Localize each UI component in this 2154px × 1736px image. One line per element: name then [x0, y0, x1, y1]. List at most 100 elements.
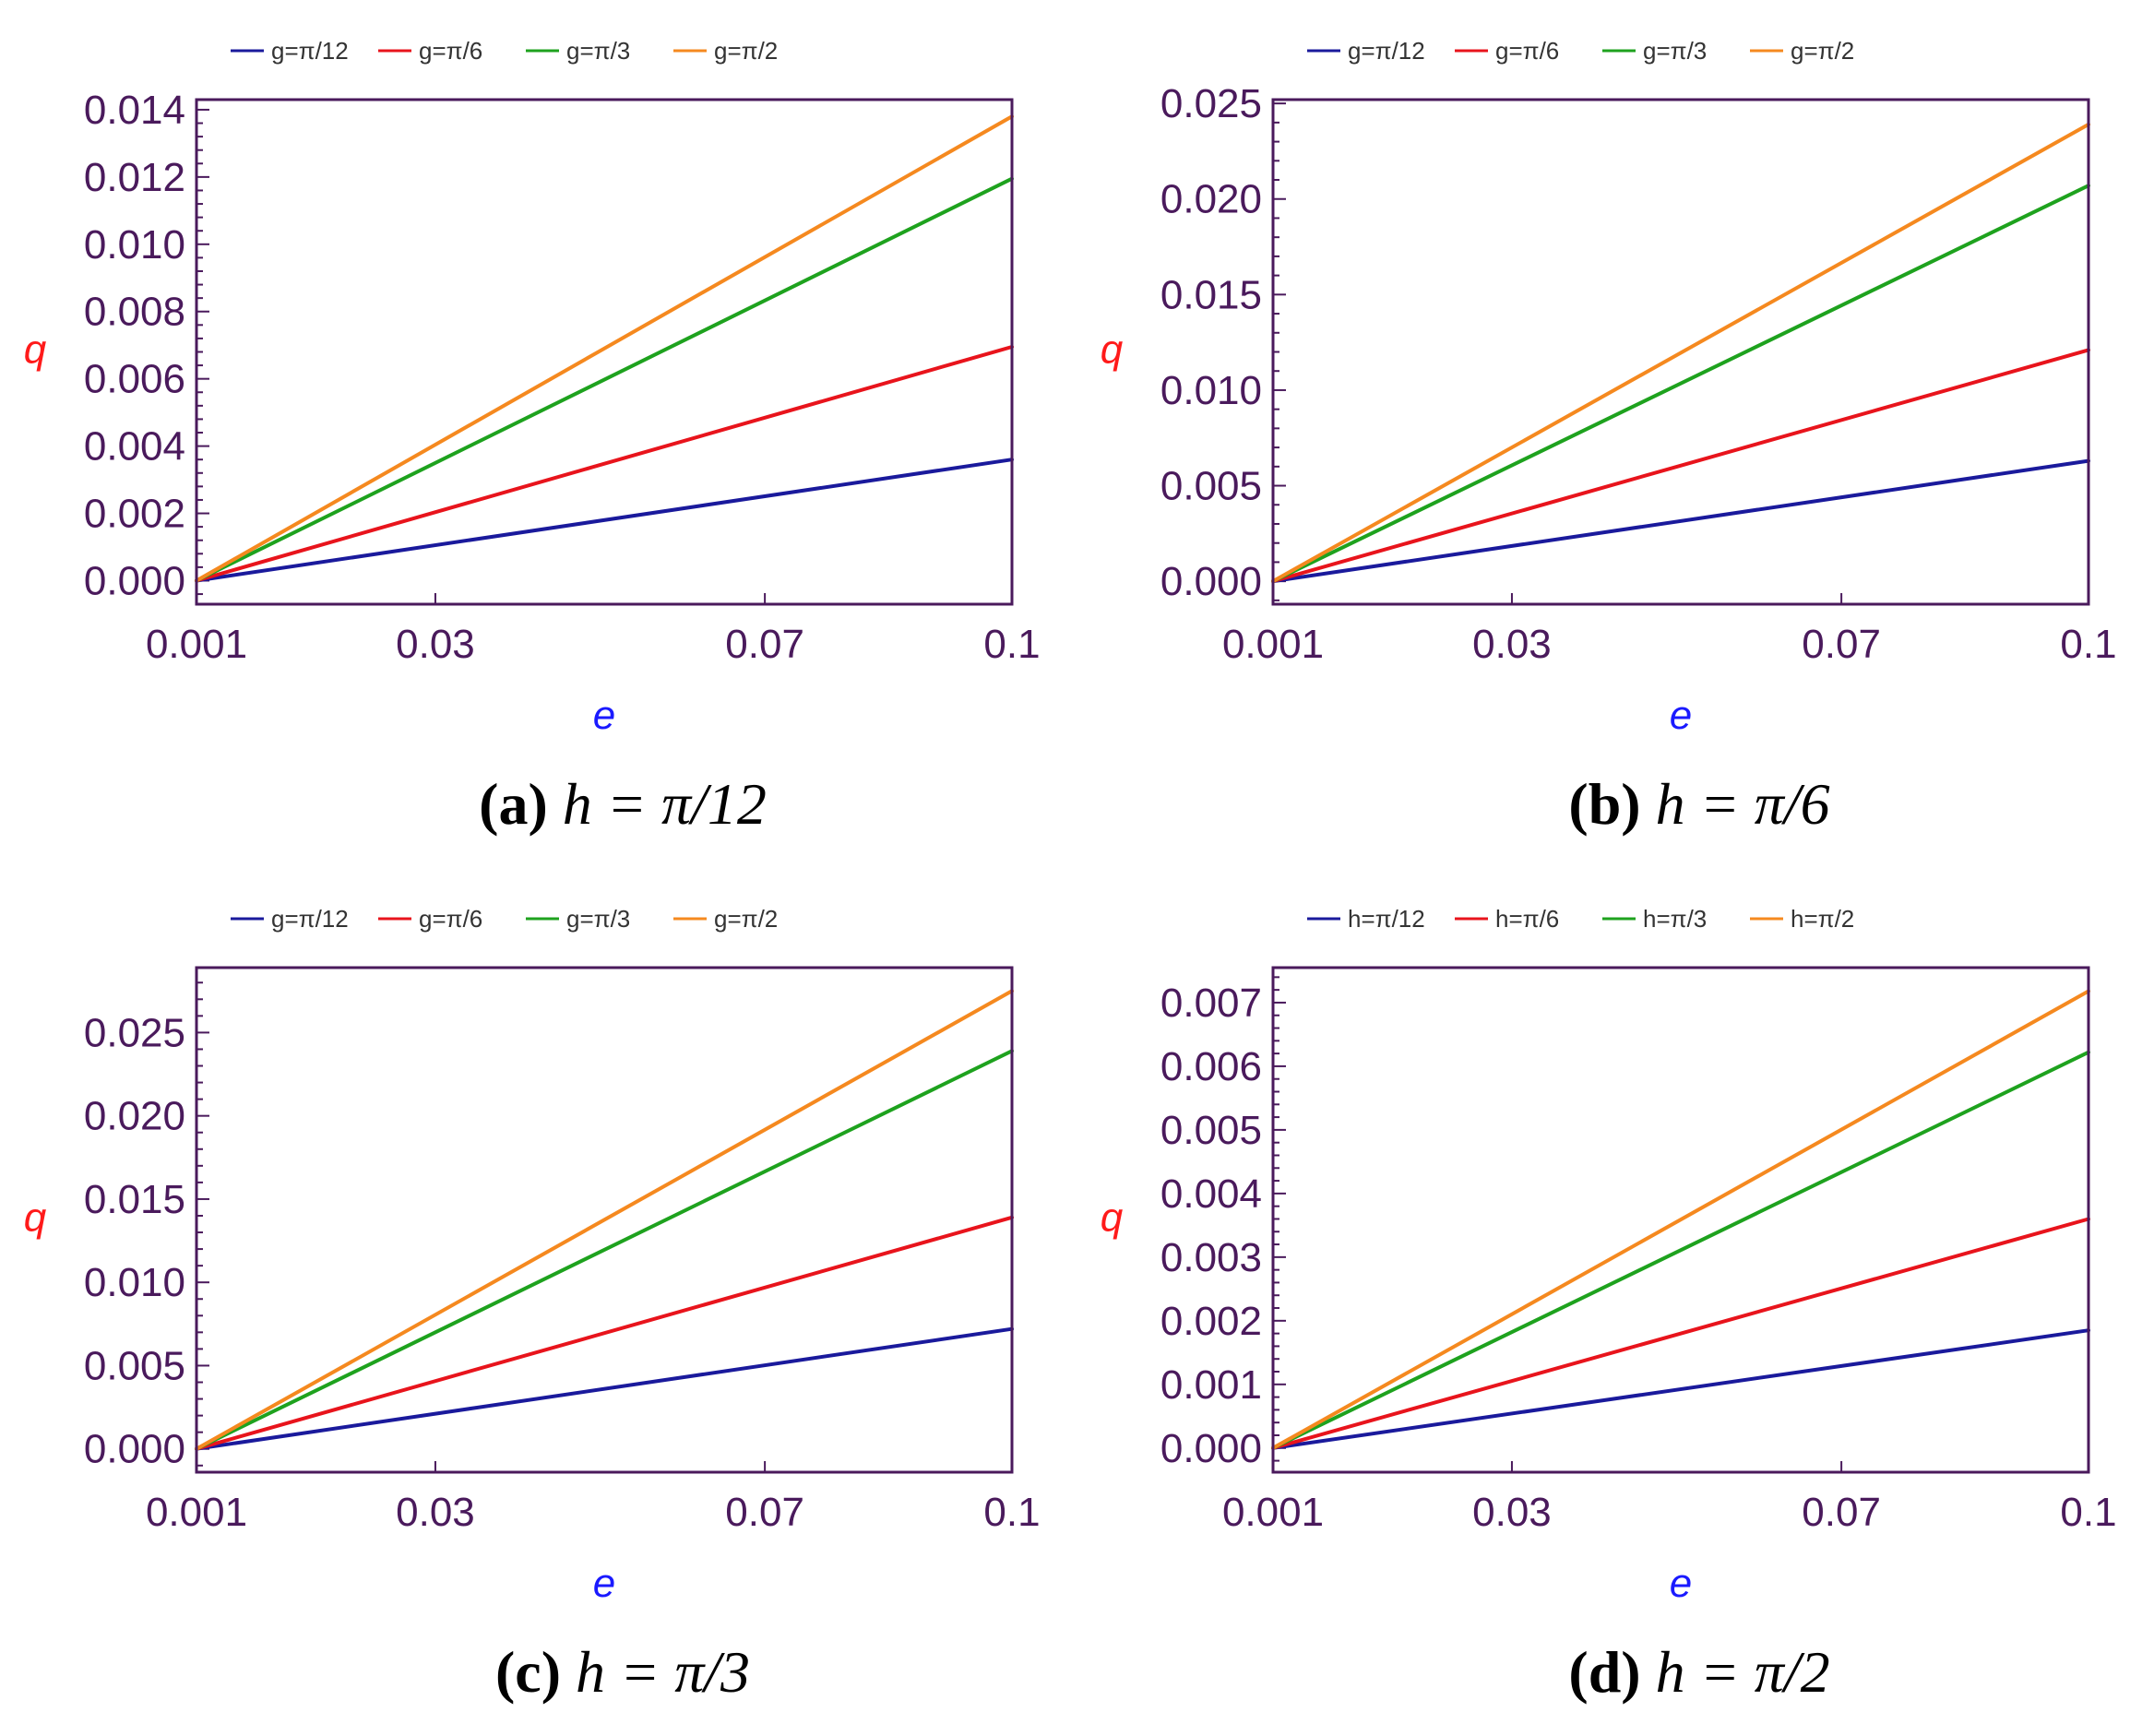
legend-label: g=π/2	[714, 905, 778, 933]
caption-label: (c)	[495, 1639, 576, 1705]
x-tick-label: 0.03	[396, 1490, 475, 1535]
chart-svg: g=π/12 g=π/6 g=π/3 g=π/2 0.000 0.002 0.004 0.00…	[24, 37, 1041, 837]
y-tick-label: 0.005	[1160, 464, 1262, 509]
subfigure-caption: (d) h = π/2	[1568, 1639, 1829, 1705]
y-axis-label: q	[24, 327, 47, 373]
y-tick-label: 0.000	[1160, 1426, 1262, 1471]
x-axis-label: e	[1670, 1561, 1692, 1606]
legend-label: g=π/6	[419, 37, 482, 65]
caption-formula: h = π/12	[563, 771, 767, 837]
y-tick-label: 0.010	[84, 1260, 185, 1305]
series-line	[1271, 184, 2090, 584]
y-tick-label: 0.000	[84, 1427, 185, 1472]
y-tick-label: 0.012	[84, 155, 185, 200]
x-tick-label: 0.03	[396, 622, 475, 667]
plot-frame	[1271, 966, 2090, 1474]
y-tick-label: 0.002	[1160, 1299, 1262, 1344]
y-tick-label: 0.004	[84, 424, 185, 470]
series-line	[195, 1049, 1014, 1451]
y-axis-label: q	[1101, 327, 1124, 373]
legend-label: g=π/3	[566, 37, 630, 65]
chart-svg: g=π/12 g=π/6 g=π/3 g=π/2 0.000 0.005 0.010 0.01…	[24, 905, 1041, 1705]
y-axis-label: q	[1101, 1195, 1124, 1241]
plot-frame	[1271, 98, 2090, 606]
series-line	[195, 176, 1014, 583]
y-tick-label: 0.020	[84, 1094, 185, 1139]
y-tick-label: 0.005	[84, 1343, 185, 1388]
legend-label: h=π/12	[1348, 905, 1425, 933]
x-tick-label: 0.07	[725, 1490, 804, 1535]
y-tick-label: 0.004	[1160, 1171, 1262, 1217]
legend-label: h=π/6	[1495, 905, 1559, 933]
y-tick-label: 0.000	[1160, 559, 1262, 604]
x-tick-label: 0.03	[1472, 1490, 1552, 1535]
y-tick-label: 0.014	[84, 88, 185, 133]
series-line	[195, 989, 1014, 1451]
caption-label: (a)	[479, 771, 563, 837]
y-axis-label: q	[24, 1195, 47, 1241]
series-line	[1271, 122, 2090, 584]
series-line	[195, 1326, 1014, 1451]
y-tick-label: 0.015	[84, 1177, 185, 1222]
series-line	[1271, 348, 2090, 584]
legend-label: g=π/2	[714, 37, 778, 65]
legend-label: g=π/12	[271, 905, 349, 933]
series-line	[195, 114, 1014, 583]
subfigure-caption: (b) h = π/6	[1568, 771, 1829, 837]
y-tick-label: 0.006	[84, 357, 185, 402]
legend-label: g=π/6	[419, 905, 482, 933]
caption-formula: h = π/3	[576, 1639, 750, 1705]
x-axis-label: e	[593, 693, 615, 738]
y-tick-label: 0.007	[1160, 981, 1262, 1026]
x-tick-label: 0.07	[725, 622, 804, 667]
y-tick-label: 0.006	[1160, 1044, 1262, 1089]
x-axis-label: e	[1670, 693, 1692, 738]
x-axis-label: e	[593, 1561, 615, 1606]
series-line	[1271, 1050, 2090, 1450]
legend-label: g=π/12	[271, 37, 349, 65]
plot-frame	[195, 98, 1014, 606]
subfigure-caption: (c) h = π/3	[495, 1639, 750, 1705]
x-tick-label: 0.07	[1802, 1490, 1881, 1535]
caption-label: (d)	[1568, 1639, 1655, 1705]
caption-formula: h = π/2	[1656, 1639, 1830, 1705]
panel-a: g=π/12 g=π/6 g=π/3 g=π/2 0.000 0.002 0.004 0.00…	[0, 0, 1077, 868]
y-tick-label: 0.010	[1160, 368, 1262, 413]
x-tick-label: 0.001	[1222, 1490, 1324, 1535]
y-tick-label: 0.020	[1160, 177, 1262, 222]
legend-label: h=π/3	[1643, 905, 1707, 933]
series-line	[1271, 1217, 2090, 1450]
y-tick-label: 0.003	[1160, 1235, 1262, 1280]
caption-label: (b)	[1568, 771, 1655, 837]
legend-label: h=π/2	[1791, 905, 1854, 933]
x-tick-label: 0.001	[146, 622, 247, 667]
x-tick-label: 0.1	[983, 622, 1040, 667]
x-tick-label: 0.001	[1222, 622, 1324, 667]
panel-b: g=π/12 g=π/6 g=π/3 g=π/2 0.000 0.005 0.010 0.01…	[1077, 0, 2153, 868]
x-tick-label: 0.001	[146, 1490, 247, 1535]
plot-frame	[195, 966, 1014, 1474]
series-line	[195, 1215, 1014, 1451]
x-tick-label: 0.07	[1802, 622, 1881, 667]
chart-svg: g=π/12 g=π/6 g=π/3 g=π/2 0.000 0.005 0.010 0.01…	[1101, 37, 2117, 837]
y-tick-label: 0.010	[84, 222, 185, 268]
caption-formula: h = π/6	[1656, 771, 1830, 837]
y-tick-label: 0.025	[1160, 81, 1262, 126]
legend-label: g=π/2	[1791, 37, 1854, 65]
x-tick-label: 0.03	[1472, 622, 1552, 667]
series-line	[195, 458, 1014, 583]
x-tick-label: 0.1	[2060, 622, 2116, 667]
y-tick-label: 0.001	[1160, 1362, 1262, 1408]
subfigure-caption: (a) h = π/12	[479, 771, 767, 837]
series-line	[195, 345, 1014, 583]
panel-d: h=π/12 h=π/6 h=π/3 h=π/2 0.000 0.001 0.002 0.00…	[1077, 868, 2153, 1736]
legend-label: g=π/3	[566, 905, 630, 933]
y-tick-label: 0.000	[84, 558, 185, 603]
series-line	[1271, 989, 2090, 1450]
panel-c: g=π/12 g=π/6 g=π/3 g=π/2 0.000 0.005 0.010 0.01…	[0, 868, 1077, 1736]
legend-label: g=π/6	[1495, 37, 1559, 65]
y-tick-label: 0.005	[1160, 1108, 1262, 1153]
chart-svg: h=π/12 h=π/6 h=π/3 h=π/2 0.000 0.001 0.002 0.00…	[1101, 905, 2117, 1705]
series-line	[1271, 458, 2090, 584]
y-tick-label: 0.015	[1160, 272, 1262, 317]
